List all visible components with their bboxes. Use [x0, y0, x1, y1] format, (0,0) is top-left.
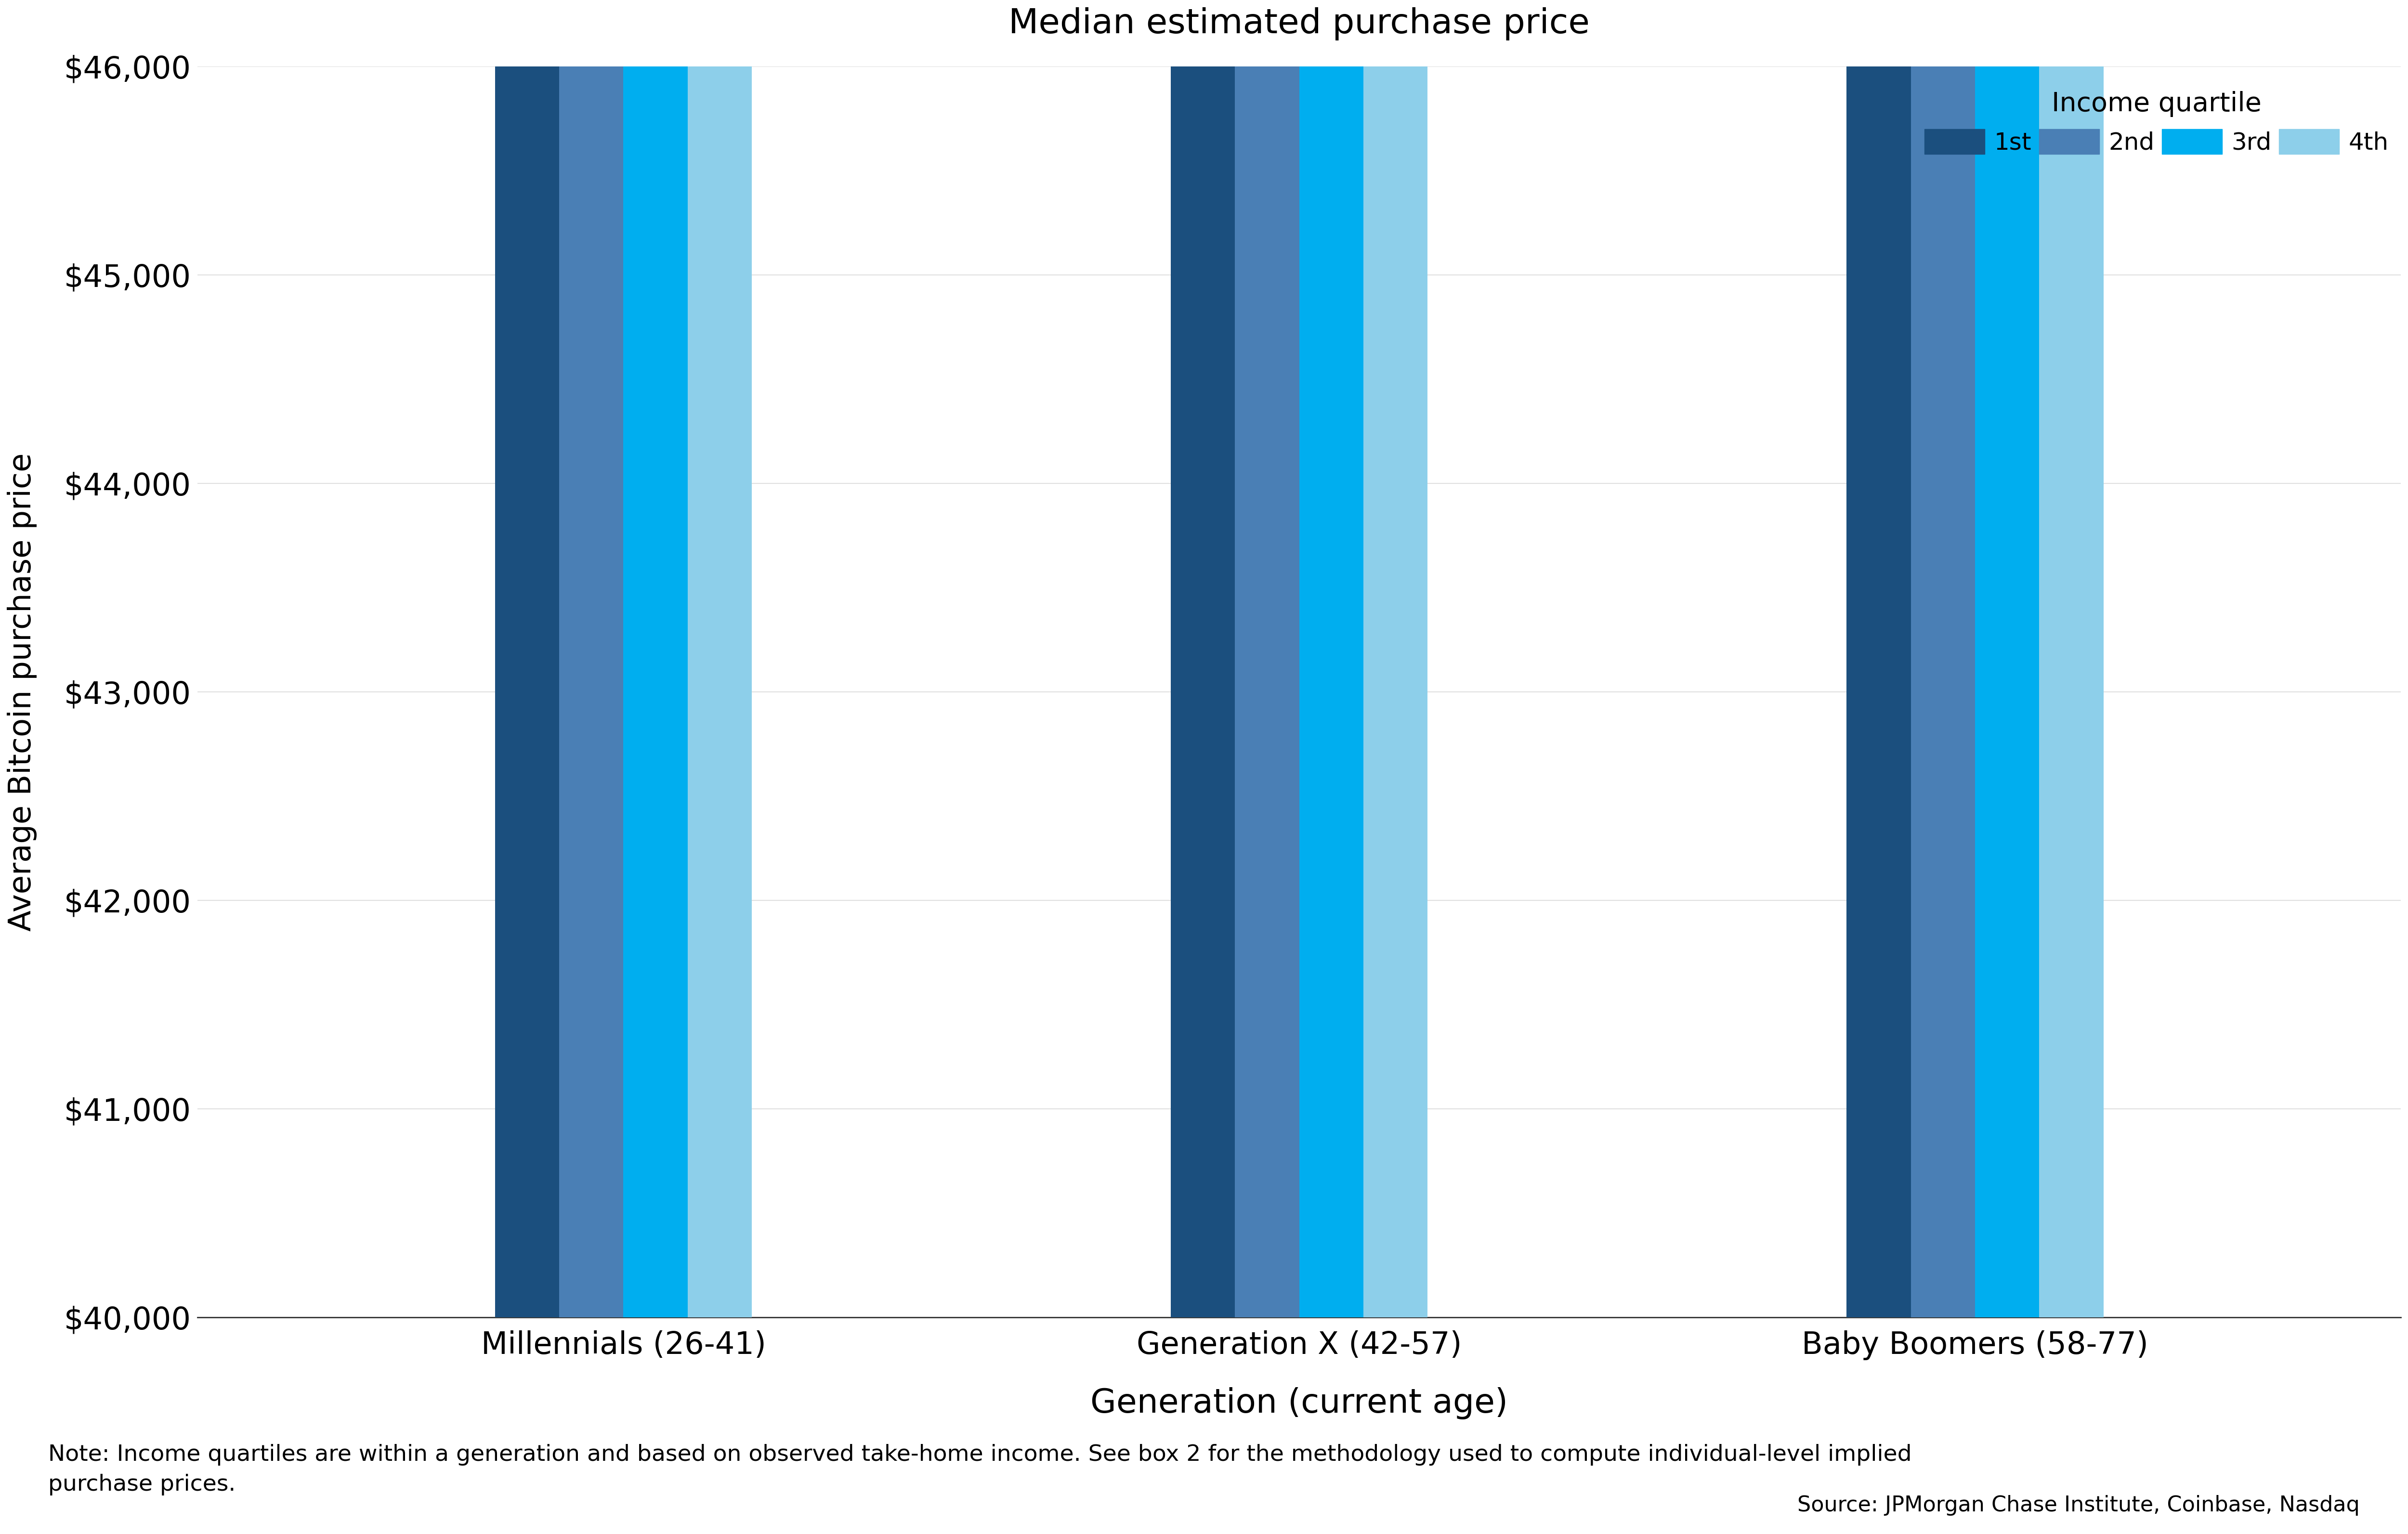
Bar — [1363, 0, 1428, 1318]
X-axis label: Generation (current age): Generation (current age) — [1091, 1387, 1507, 1419]
Y-axis label: Average Bitcoin purchase price: Average Bitcoin purchase price — [7, 453, 36, 931]
Legend: 1st, 2nd, 3rd, 4th: 1st, 2nd, 3rd, 4th — [1924, 91, 2389, 155]
Text: Source: JPMorgan Chase Institute, Coinbase, Nasdaq: Source: JPMorgan Chase Institute, Coinba… — [1796, 1496, 2360, 1516]
Bar — [2040, 0, 2105, 1318]
Bar — [1300, 0, 1363, 1318]
Bar — [496, 0, 559, 1318]
Bar — [1170, 0, 1235, 1318]
Text: Note: Income quartiles are within a generation and based on observed take-home i: Note: Income quartiles are within a gene… — [48, 1443, 1912, 1496]
Bar — [1912, 0, 1975, 1318]
Bar — [1975, 0, 2040, 1318]
Bar — [559, 0, 624, 1318]
Title: Median estimated purchase price: Median estimated purchase price — [1009, 8, 1589, 40]
Bar — [624, 0, 689, 1318]
Bar — [689, 0, 751, 1318]
Bar — [1847, 0, 1912, 1318]
Bar — [1235, 0, 1300, 1318]
